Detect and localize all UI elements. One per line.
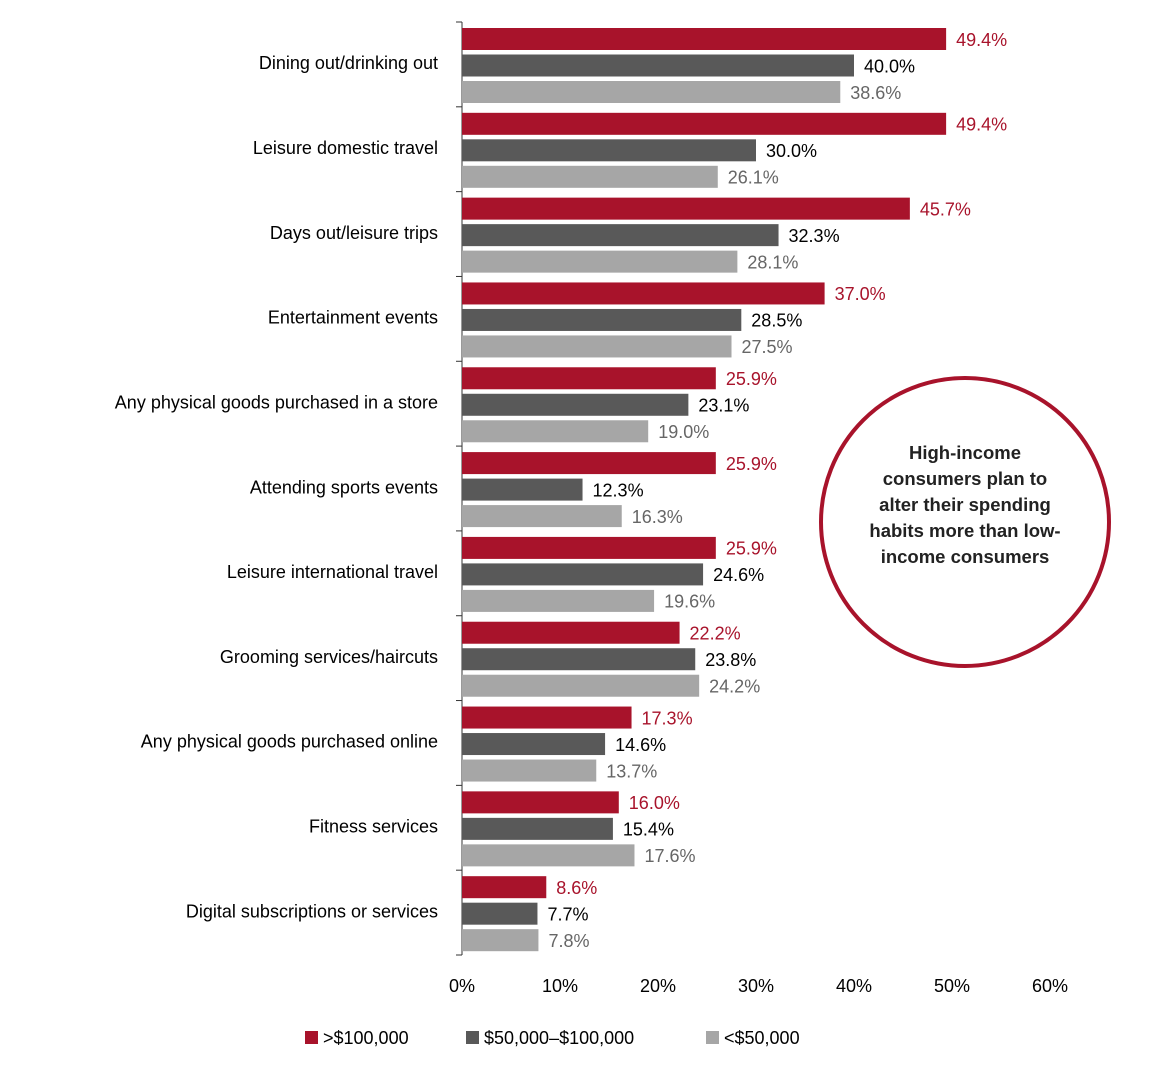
value-label: 49.4% — [956, 30, 1007, 50]
legend-label: $50,000–$100,000 — [484, 1028, 634, 1048]
y-tick-label: Leisure international travel — [227, 562, 438, 582]
value-label: 17.3% — [642, 708, 693, 728]
y-tick-label: Any physical goods purchased online — [141, 732, 438, 752]
bar — [462, 308, 742, 331]
bar — [462, 733, 606, 756]
y-tick-label: Fitness services — [309, 817, 438, 837]
bar — [462, 224, 779, 247]
value-label: 25.9% — [726, 539, 777, 559]
value-label: 25.9% — [726, 454, 777, 474]
value-label: 30.0% — [766, 141, 817, 161]
value-label: 25.9% — [726, 369, 777, 389]
bar — [462, 648, 696, 671]
y-tick-label: Grooming services/haircuts — [220, 647, 438, 667]
bar — [462, 367, 716, 390]
y-tick-label: Attending sports events — [250, 477, 438, 497]
bar — [462, 452, 716, 475]
bar — [462, 54, 854, 77]
bar — [462, 706, 632, 729]
bar — [462, 165, 718, 188]
value-label: 13.7% — [606, 761, 657, 781]
bar — [462, 929, 539, 952]
value-label: 7.8% — [548, 931, 589, 951]
bar — [462, 817, 613, 840]
value-label: 17.6% — [644, 846, 695, 866]
bar — [462, 791, 619, 814]
value-label: 12.3% — [593, 480, 644, 500]
value-label: 37.0% — [835, 284, 886, 304]
bar — [462, 876, 547, 899]
value-label: 19.0% — [658, 422, 709, 442]
value-label: 8.6% — [556, 878, 597, 898]
value-label: 15.4% — [623, 820, 674, 840]
bar — [462, 282, 825, 305]
x-tick-label: 30% — [738, 976, 774, 996]
bar — [462, 28, 947, 50]
value-label: 38.6% — [850, 83, 901, 103]
value-label: 28.1% — [747, 252, 798, 272]
x-tick-label: 40% — [836, 976, 872, 996]
value-label: 40.0% — [864, 56, 915, 76]
y-tick-label: Digital subscriptions or services — [186, 901, 438, 921]
value-label: 49.4% — [956, 115, 1007, 135]
bar — [462, 197, 910, 220]
annotation: High-income consumers plan to alter thei… — [869, 442, 1061, 567]
bar — [462, 81, 841, 103]
value-label: 32.3% — [789, 226, 840, 246]
bar — [462, 536, 716, 559]
bar — [462, 621, 680, 644]
value-label: 28.5% — [751, 311, 802, 331]
bar — [462, 589, 655, 612]
value-label: 16.0% — [629, 793, 680, 813]
y-tick-label: Leisure domestic travel — [253, 138, 438, 158]
bar — [462, 393, 689, 416]
value-label: 23.8% — [705, 650, 756, 670]
bar — [462, 674, 700, 697]
x-tick-label: 50% — [934, 976, 970, 996]
bar — [462, 139, 756, 162]
bar — [462, 563, 704, 586]
bar — [462, 505, 622, 528]
bar — [462, 335, 732, 358]
bar — [462, 420, 649, 443]
value-label: 26.1% — [728, 168, 779, 188]
y-tick-label: Any physical goods purchased in a store — [115, 392, 438, 412]
legend-label: <$50,000 — [724, 1028, 800, 1048]
legend-swatch — [305, 1031, 318, 1044]
bar — [462, 844, 635, 867]
legend-swatch — [706, 1031, 719, 1044]
x-tick-label: 20% — [640, 976, 676, 996]
bar — [462, 112, 947, 135]
annotation-circle — [819, 376, 1111, 668]
value-label: 16.3% — [632, 507, 683, 527]
legend-swatch — [466, 1031, 479, 1044]
legend-label: >$100,000 — [323, 1028, 409, 1048]
y-tick-label: Days out/leisure trips — [270, 223, 438, 243]
bar — [462, 250, 738, 273]
x-tick-label: 60% — [1032, 976, 1068, 996]
y-tick-label: Entertainment events — [268, 308, 438, 328]
bar — [462, 478, 583, 501]
value-label: 23.1% — [698, 396, 749, 416]
x-tick-label: 10% — [542, 976, 578, 996]
bar — [462, 759, 597, 782]
value-label: 24.2% — [709, 676, 760, 696]
value-label: 45.7% — [920, 199, 971, 219]
value-label: 24.6% — [713, 565, 764, 585]
value-label: 7.7% — [547, 904, 588, 924]
x-tick-label: 0% — [449, 976, 475, 996]
y-tick-label: Dining out/drinking out — [259, 53, 438, 73]
value-label: 19.6% — [664, 592, 715, 612]
value-label: 14.6% — [615, 735, 666, 755]
value-label: 27.5% — [742, 337, 793, 357]
value-label: 22.2% — [690, 623, 741, 643]
bar — [462, 902, 538, 925]
